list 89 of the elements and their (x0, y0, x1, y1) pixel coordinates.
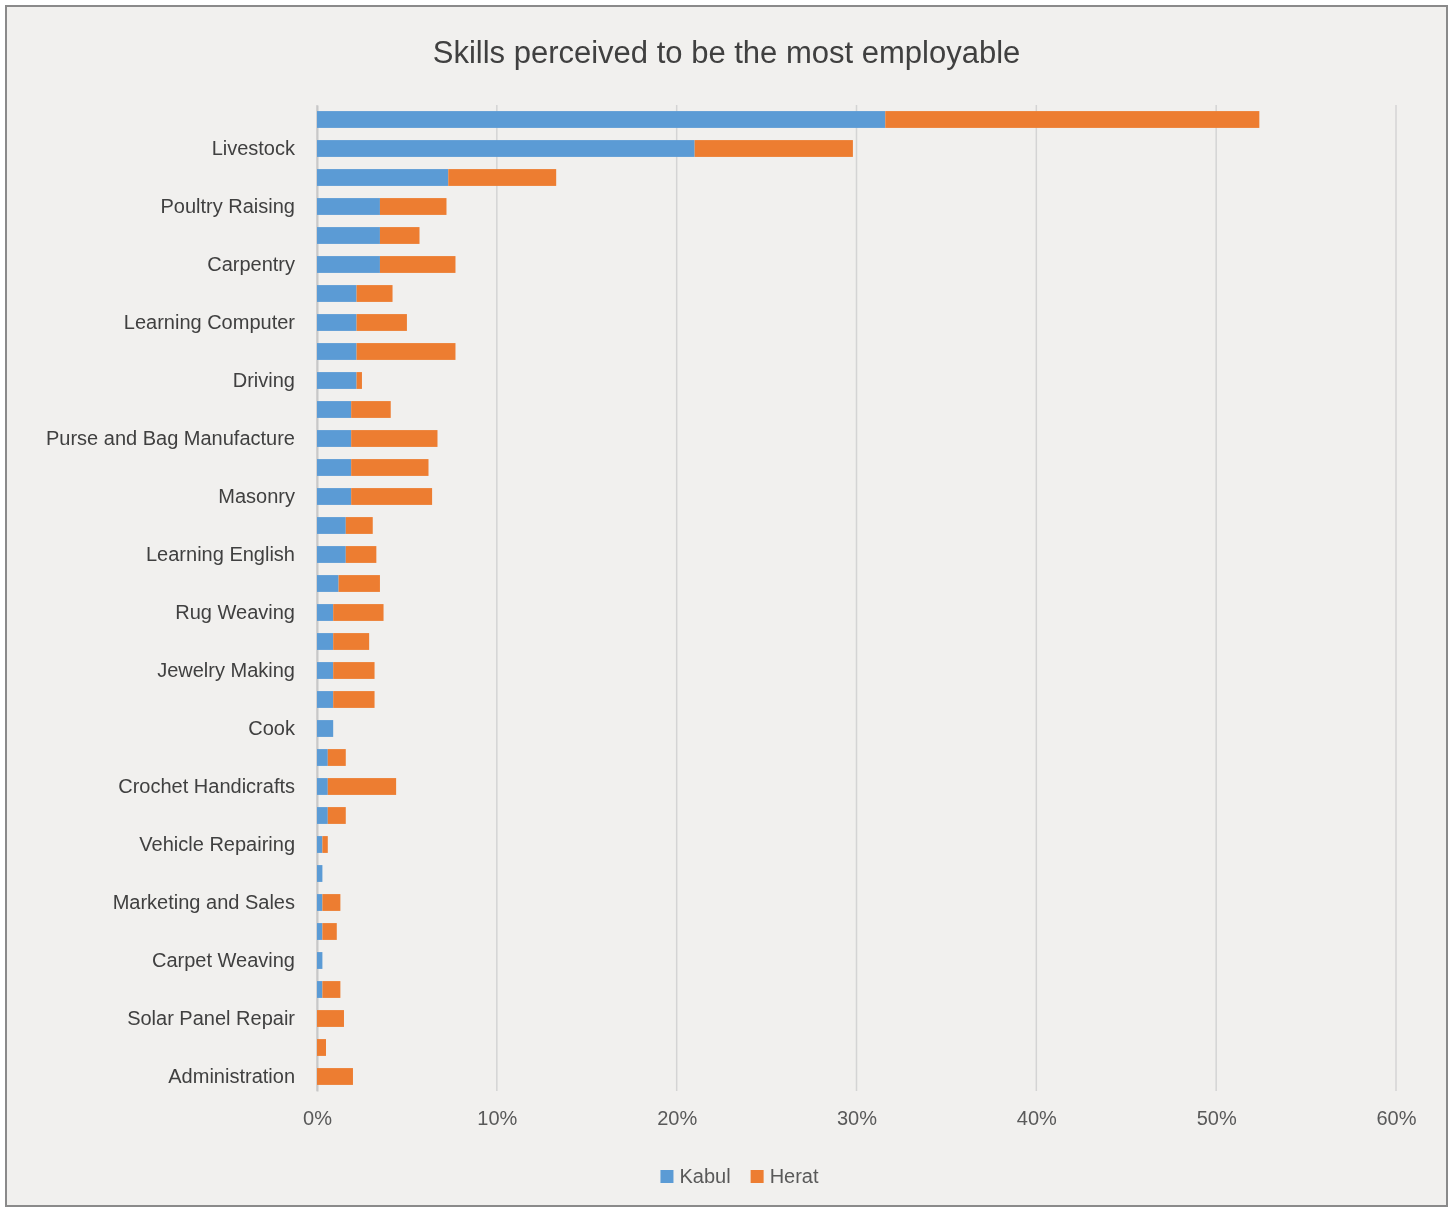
bar (317, 430, 352, 447)
y-tick-label: Livestock (211, 136, 296, 159)
bar (317, 836, 323, 853)
bar (448, 169, 557, 186)
bar (317, 314, 357, 331)
bar (317, 372, 357, 389)
bar (317, 169, 449, 186)
y-tick-label: Administration (168, 1064, 295, 1087)
x-tick-label: 60% (1376, 1107, 1417, 1130)
bar (317, 256, 380, 273)
bar (356, 285, 393, 302)
bar (317, 604, 334, 621)
bar (345, 546, 377, 563)
y-tick-label: Vehicle Repairing (139, 832, 295, 855)
legend-label: Kabul (679, 1165, 731, 1187)
bar (338, 575, 380, 592)
x-tick-label: 10% (477, 1107, 518, 1130)
bar (327, 807, 346, 824)
y-tick-label: Learning Computer (123, 310, 296, 333)
bar (356, 314, 407, 331)
y-tick-label: Masonry (218, 484, 295, 507)
y-tick-label: Purse and Bag Manufacture (45, 426, 295, 449)
bar (356, 343, 456, 360)
y-tick-label: Carpentry (207, 252, 295, 275)
bar (317, 546, 346, 563)
bar (317, 343, 357, 360)
bar (317, 952, 323, 969)
bar (317, 488, 352, 505)
y-tick-label: Learning English (146, 542, 295, 565)
bar (317, 865, 323, 882)
bar (317, 807, 328, 824)
bar (317, 749, 328, 766)
y-tick-label: Driving (232, 368, 295, 391)
bar (317, 1039, 326, 1056)
bar (317, 691, 334, 708)
bar (317, 227, 380, 244)
y-tick-label: Jewelry Making (157, 658, 295, 681)
bar (317, 1068, 353, 1085)
bar (322, 836, 328, 853)
bar (317, 198, 380, 215)
bar (317, 575, 339, 592)
bar (694, 140, 853, 157)
bar (333, 662, 375, 679)
bar (379, 227, 420, 244)
bar (317, 401, 352, 418)
bar (327, 778, 397, 795)
bar (317, 981, 323, 998)
bar (322, 981, 341, 998)
y-tick-label: Crochet Handicrafts (118, 774, 295, 797)
bar (327, 749, 346, 766)
x-tick-label: 50% (1196, 1107, 1237, 1130)
legend-label: Herat (769, 1165, 819, 1187)
bar (351, 401, 391, 418)
bar (345, 517, 373, 534)
bar (351, 430, 438, 447)
y-tick-label: Solar Panel Repair (127, 1006, 296, 1029)
bar (317, 1010, 344, 1027)
y-tick-label: Poultry Raising (160, 194, 295, 217)
y-tick-label: Rug Weaving (175, 600, 295, 623)
bar (379, 256, 456, 273)
bar (317, 140, 695, 157)
bar (317, 662, 334, 679)
bar (317, 894, 323, 911)
x-tick-label: 0% (303, 1107, 333, 1130)
bar (317, 517, 346, 534)
bar (317, 111, 886, 128)
bar (333, 604, 384, 621)
bar (885, 111, 1260, 128)
bar (317, 923, 323, 940)
y-tick-label: Carpet Weaving (151, 948, 295, 971)
bar (351, 488, 433, 505)
y-tick-label: Marketing and Sales (112, 890, 295, 913)
x-tick-label: 40% (1016, 1107, 1058, 1130)
bar (317, 633, 334, 650)
bar (317, 778, 328, 795)
bar (356, 372, 362, 389)
bar (351, 459, 429, 476)
chart-title: Skills perceived to be the most employable (432, 35, 1021, 70)
bar (379, 198, 447, 215)
bar (317, 285, 357, 302)
x-tick-label: 30% (836, 1107, 878, 1130)
x-tick-label: 20% (657, 1107, 698, 1130)
bar (333, 633, 370, 650)
bar (333, 691, 375, 708)
bar (322, 894, 341, 911)
bar (317, 459, 352, 476)
bar (317, 720, 334, 737)
y-tick-label: Cook (248, 716, 296, 739)
bar (322, 923, 337, 940)
